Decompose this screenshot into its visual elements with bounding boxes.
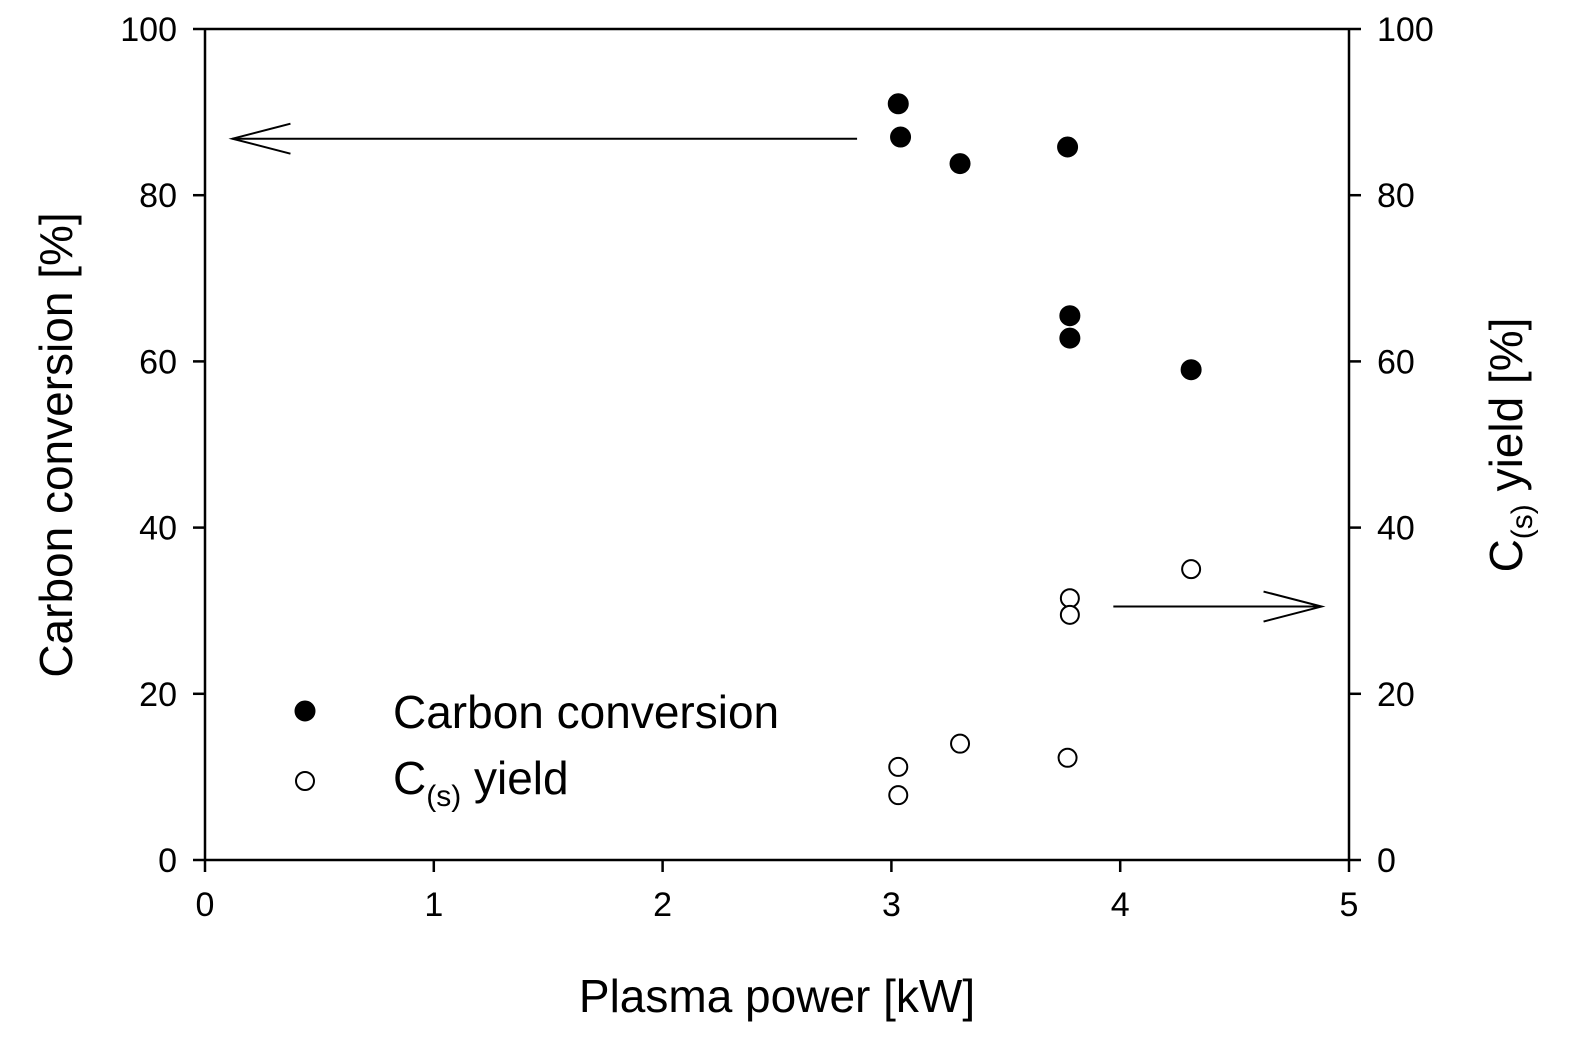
cs-yield-point (1059, 604, 1080, 625)
y-tick-label-left: 0 (158, 842, 177, 880)
y-tick-label-right: 100 (1377, 11, 1434, 49)
y-tick-label-right: 60 (1377, 343, 1415, 381)
legend-label-cs-yield: C(s) yield (393, 752, 569, 813)
y-axis-title-right-sub: (s) (1506, 504, 1539, 539)
carbon-conversion-point (1059, 305, 1081, 327)
y-tick-label-right: 0 (1377, 842, 1396, 880)
y-axis-title-right: C(s) yield [%] (1480, 318, 1539, 573)
annotations (228, 122, 1326, 623)
x-tick-label: 0 (196, 886, 215, 924)
legend: Carbon conversion C(s) yield (294, 686, 779, 813)
x-ticks: 0 1 2 3 4 5 (196, 860, 1359, 924)
cs-yield-point (888, 756, 909, 777)
y-tick-label-left: 100 (120, 11, 177, 49)
carbon-conversion-point (949, 153, 971, 175)
y-tick-label-left: 40 (139, 510, 177, 548)
y-tick-label-right: 40 (1377, 510, 1415, 548)
cs-yield-point (1181, 559, 1202, 580)
x-tick-label: 1 (424, 886, 443, 924)
x-tick-label: 3 (882, 886, 901, 924)
legend-marker-cs-yield (295, 771, 315, 791)
carbon-conversion-point (890, 126, 912, 148)
cs-yield-point (1059, 588, 1080, 609)
y-axis-title-right-main: C (1480, 539, 1532, 572)
x-tick-label: 4 (1111, 886, 1130, 924)
x-tick-label: 2 (653, 886, 672, 924)
cs-yield-point (1057, 747, 1078, 768)
legend-marker-carbon-conversion (294, 700, 316, 722)
y-axis-title-right-rest: yield [%] (1480, 318, 1532, 505)
y-ticks-right: 0 20 40 60 80 100 (1349, 11, 1434, 880)
arrow-left-head (228, 122, 291, 155)
x-axis-title: Plasma power [kW] (579, 970, 975, 1022)
legend-label-cs-yield-main: C (393, 752, 426, 804)
y-tick-label-left: 20 (139, 676, 177, 714)
x-tick-label: 5 (1340, 886, 1359, 924)
data-points (887, 93, 1202, 806)
carbon-conversion-point (1057, 136, 1079, 158)
cs-yield-point (888, 785, 909, 806)
carbon-conversion-point (1180, 359, 1202, 381)
y-ticks-left: 0 20 40 60 80 100 (120, 11, 205, 880)
legend-label-cs-yield-sub: (s) (426, 780, 461, 813)
y-tick-label-left: 80 (139, 177, 177, 215)
y-tick-label-right: 80 (1377, 177, 1415, 215)
carbon-conversion-point (1059, 327, 1081, 349)
cs-yield-point (950, 733, 971, 754)
y-tick-label-right: 20 (1377, 676, 1415, 714)
y-axis-title-left: Carbon conversion [%] (30, 212, 82, 677)
y-tick-label-left: 60 (139, 343, 177, 381)
legend-label-carbon-conversion: Carbon conversion (393, 686, 779, 738)
carbon-conversion-point (887, 93, 909, 115)
legend-label-cs-yield-rest: yield (461, 752, 568, 804)
axes (203, 27, 1351, 862)
arrow-right-head (1263, 590, 1326, 623)
